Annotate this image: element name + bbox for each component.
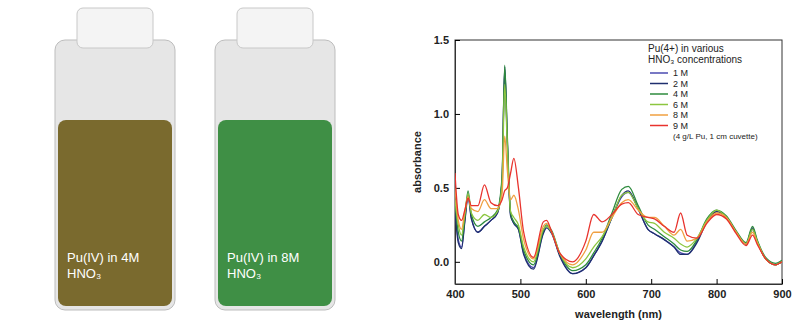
x-tick-label: 800	[708, 288, 726, 300]
legend-label: 9 M	[673, 121, 688, 131]
vial-photo: Pu(IV) in 4MHNO₃ Pu(IV) in 8MHNO₃	[55, 8, 335, 310]
vial: Pu(IV) in 8MHNO₃	[215, 8, 335, 310]
legend-label: 2 M	[673, 79, 688, 89]
x-tick-label: 700	[643, 288, 661, 300]
vial-glass	[55, 40, 175, 310]
y-axis-title: absorbance	[411, 131, 423, 193]
y-tick-mark	[455, 262, 460, 263]
x-tick-label: 500	[512, 288, 530, 300]
spectrum-line	[455, 84, 782, 267]
legend-swatch	[650, 125, 668, 127]
legend-swatch	[650, 83, 668, 85]
vial-glass	[215, 40, 335, 310]
x-tick: 900	[773, 279, 791, 300]
plot-frame	[455, 40, 782, 284]
vial-label: Pu(IV) in 8MHNO₃	[227, 250, 299, 281]
x-tick: 800	[708, 279, 726, 300]
annotation: (4 g/L Pu, 1 cm cuvette)	[673, 132, 758, 141]
x-tick-label: 900	[773, 288, 791, 300]
legend-title: Pu(4+) in variousHNO₃ concentrations	[648, 43, 742, 65]
x-tick-mark	[782, 279, 783, 284]
y-tick: 1.0	[434, 108, 460, 120]
legend-label: 6 M	[673, 100, 688, 110]
x-tick-mark	[586, 279, 587, 284]
y-tick-mark	[455, 40, 460, 41]
x-axis-line	[456, 284, 783, 285]
vial-label: Pu(IV) in 4MHNO₃	[67, 250, 139, 281]
lines	[455, 65, 782, 274]
legend-swatch	[650, 93, 668, 95]
vial: Pu(IV) in 4MHNO₃	[55, 8, 175, 310]
page: Pu(IV) in 4MHNO₃ Pu(IV) in 8MHNO₃ 400 500 60…	[0, 0, 794, 327]
spectrum-line	[455, 67, 782, 274]
y-tick-mark	[455, 114, 460, 115]
vial-cap	[237, 8, 313, 48]
y-tick: 1.5	[434, 34, 460, 46]
legend-swatch	[650, 114, 668, 116]
x-tick-mark	[651, 279, 652, 284]
x-tick-label: 400	[446, 288, 464, 300]
y-tick-label: 1.0	[434, 108, 449, 120]
x-tick-label: 600	[577, 288, 595, 300]
x-tick: 700	[643, 279, 661, 300]
x-axis-title: wavelength (nm)	[574, 308, 662, 320]
legend-label: 1 M	[673, 68, 688, 78]
legend-label: 8 M	[673, 110, 688, 120]
spectrum-line	[455, 158, 782, 264]
x-tick: 600	[577, 279, 595, 300]
x-axis: 400 500 600 700 800 900	[446, 279, 791, 300]
x-tick-mark	[717, 279, 718, 284]
y-axis-line	[455, 41, 456, 285]
legend-swatch	[650, 104, 668, 106]
x-tick-mark	[520, 279, 521, 284]
spectrum-line	[455, 70, 782, 274]
spectrum-line	[455, 65, 782, 271]
x-tick: 500	[512, 279, 530, 300]
vial-cap	[77, 8, 153, 48]
y-axis: 0.0 0.5 1.0 1.5	[434, 34, 460, 284]
legend-label: 4 M	[673, 89, 688, 99]
y-tick-label: 0.0	[434, 256, 449, 268]
legend-swatch	[650, 72, 668, 74]
vial-liquid	[218, 120, 332, 306]
vial-liquid	[58, 120, 172, 306]
y-tick-label: 0.5	[434, 182, 449, 194]
y-tick-label: 1.5	[434, 34, 449, 46]
y-tick: 0.0	[434, 256, 460, 268]
legend: Pu(4+) in variousHNO₃ concentrations 1 M2…	[648, 43, 758, 141]
spectrum-line	[455, 136, 782, 265]
